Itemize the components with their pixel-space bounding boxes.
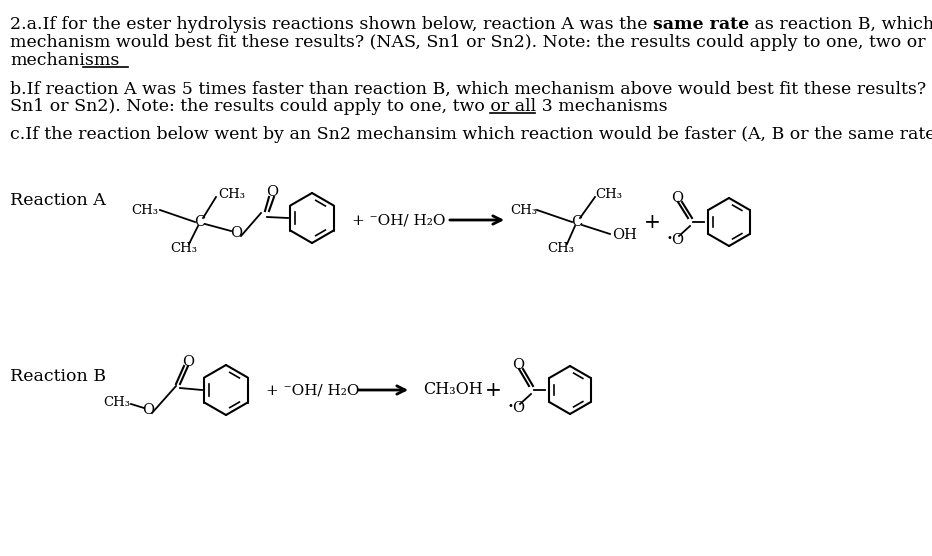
- Text: O: O: [512, 401, 524, 415]
- Text: •: •: [666, 233, 672, 243]
- Text: CH₃: CH₃: [547, 241, 574, 255]
- Text: O: O: [142, 403, 154, 417]
- Text: as reaction B, which: as reaction B, which: [749, 16, 932, 33]
- Text: 2.a.If for the ester hydrolysis reactions shown below, reaction A was the: 2.a.If for the ester hydrolysis reaction…: [10, 16, 653, 33]
- Text: Reaction A: Reaction A: [10, 192, 105, 209]
- Text: mechanism would best fit these results? (NAS, Sn1 or Sn2). Note: the results cou: mechanism would best fit these results? …: [10, 34, 932, 51]
- Text: Reaction B: Reaction B: [10, 368, 106, 385]
- Text: same rate: same rate: [653, 16, 749, 33]
- Text: + ⁻OH/ H₂O: + ⁻OH/ H₂O: [352, 213, 445, 227]
- Text: O: O: [182, 355, 194, 369]
- Text: •: •: [507, 401, 513, 411]
- Text: mechanisms: mechanisms: [10, 52, 119, 69]
- Text: CH₃: CH₃: [103, 395, 130, 409]
- Text: OH: OH: [612, 228, 637, 242]
- Text: O: O: [671, 233, 683, 247]
- Text: CH₃: CH₃: [131, 203, 158, 216]
- Text: C: C: [195, 215, 206, 229]
- Text: C: C: [571, 215, 582, 229]
- Text: b.If reaction A was 5 times faster than reaction B, which mechanism above would : b.If reaction A was 5 times faster than …: [10, 80, 932, 97]
- Text: CH₃OH: CH₃OH: [423, 381, 483, 399]
- Text: + ⁻OH/ H₂O: + ⁻OH/ H₂O: [266, 383, 360, 397]
- Text: Sn1 or Sn2). Note: the results could apply to one, two or all 3 mechanisms: Sn1 or Sn2). Note: the results could app…: [10, 98, 667, 115]
- Text: CH₃: CH₃: [510, 203, 537, 216]
- Text: O: O: [230, 226, 242, 240]
- Text: O: O: [512, 358, 524, 372]
- Text: O: O: [266, 185, 278, 199]
- Text: CH₃: CH₃: [171, 241, 198, 255]
- Text: CH₃: CH₃: [595, 188, 622, 201]
- Text: +: +: [485, 380, 501, 400]
- Text: +: +: [644, 212, 661, 231]
- Text: CH₃: CH₃: [218, 188, 245, 201]
- Text: c.If the reaction below went by an Sn2 mechansim which reaction would be faster : c.If the reaction below went by an Sn2 m…: [10, 126, 932, 143]
- Text: O: O: [671, 191, 683, 205]
